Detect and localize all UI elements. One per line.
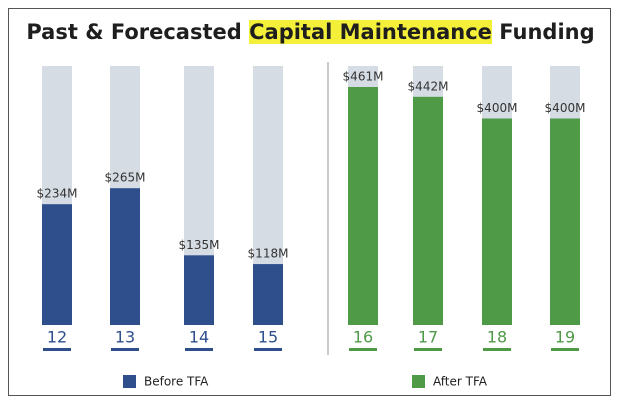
x-tick-label: 19 (555, 328, 575, 347)
x-tick-underline (254, 348, 282, 351)
value-label: $442M (408, 79, 449, 93)
legend-swatch (412, 375, 425, 388)
bar (348, 87, 378, 325)
title-highlight: Capital Maintenance (249, 20, 492, 44)
bar (413, 96, 443, 325)
legend-label: After TFA (433, 375, 488, 389)
x-tick-label: 15 (258, 328, 278, 347)
bar (482, 118, 512, 326)
value-label: $461M (343, 70, 384, 84)
legend-label: Before TFA (144, 375, 209, 389)
legend-swatch (123, 375, 136, 388)
x-tick-label: 17 (418, 328, 438, 347)
bar (42, 204, 72, 325)
value-label: $135M (179, 238, 220, 252)
x-tick-label: 18 (487, 328, 507, 347)
bar (253, 264, 283, 325)
value-label: $400M (477, 101, 518, 115)
value-label: $234M (37, 187, 78, 201)
bar (110, 188, 140, 325)
bar (550, 118, 580, 326)
x-tick-label: 13 (115, 328, 135, 347)
bar (184, 255, 214, 325)
x-tick-underline (111, 348, 139, 351)
x-tick-label: 12 (47, 328, 67, 347)
value-label: $118M (248, 247, 289, 261)
x-tick-label: 14 (189, 328, 209, 347)
value-label: $265M (105, 171, 146, 185)
x-tick-underline (185, 348, 213, 351)
x-tick-underline (414, 348, 442, 351)
x-tick-underline (483, 348, 511, 351)
value-label: $400M (545, 101, 586, 115)
title-part: Past & Forecasted (26, 20, 250, 44)
title-part: Funding (491, 20, 595, 44)
chart-title: Past & Forecasted Capital Maintenance Fu… (0, 20, 621, 44)
x-tick-label: 16 (353, 328, 373, 347)
x-tick-underline (43, 348, 71, 351)
frame (8, 8, 611, 396)
x-tick-underline (551, 348, 579, 351)
x-tick-underline (349, 348, 377, 351)
